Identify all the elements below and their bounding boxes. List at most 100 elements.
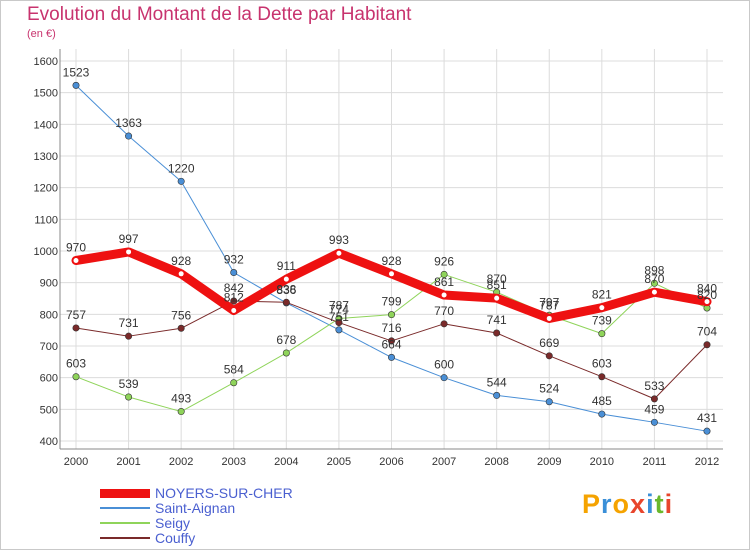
x-tick-label: 2001 — [116, 456, 140, 468]
proxiti-logo: Proxiti — [582, 489, 673, 520]
data-label: 787 — [539, 298, 559, 312]
legend-label: Saint-Aignan — [155, 500, 236, 516]
data-point — [177, 177, 185, 185]
chart-title: Evolution du Montant de la Dette par Hab… — [27, 4, 412, 25]
x-tick-label: 2005 — [327, 456, 351, 468]
data-point — [335, 326, 343, 334]
data-label: 993 — [329, 233, 349, 247]
data-point — [231, 308, 237, 314]
data-point — [703, 341, 711, 349]
y-tick-label: 900 — [40, 278, 58, 290]
legend-item: Seigy — [100, 515, 360, 531]
data-point — [440, 270, 448, 278]
data-point — [282, 349, 290, 357]
x-tick-label: 2011 — [643, 456, 667, 468]
data-point — [72, 324, 80, 332]
y-tick-label: 1000 — [34, 246, 58, 258]
data-label: 731 — [119, 316, 139, 330]
legend-swatch — [100, 488, 150, 498]
data-point — [230, 297, 238, 305]
data-point — [703, 427, 711, 435]
x-tick-label: 2003 — [222, 456, 246, 468]
y-tick-label: 1600 — [34, 56, 58, 68]
data-label: 870 — [644, 272, 664, 286]
data-label: 431 — [697, 411, 717, 425]
logo-letter: i — [664, 489, 674, 519]
data-point — [126, 249, 132, 255]
data-point — [651, 289, 657, 295]
logo-letter: o — [612, 489, 631, 519]
data-label: 751 — [329, 310, 349, 324]
x-tick-label: 2004 — [274, 456, 298, 468]
data-point — [441, 292, 447, 298]
y-tick-label: 1500 — [34, 88, 58, 100]
data-point — [598, 330, 606, 338]
data-point — [336, 250, 342, 256]
data-point — [704, 299, 710, 305]
data-label: 716 — [381, 321, 401, 335]
data-label: 770 — [434, 304, 454, 318]
legend-label: NOYERS-SUR-CHER — [155, 485, 293, 501]
data-label: 584 — [224, 363, 244, 377]
y-tick-label: 600 — [40, 373, 58, 385]
data-label: 1363 — [115, 116, 142, 130]
logo-letter: r — [601, 489, 613, 519]
data-label: 485 — [592, 394, 612, 408]
chart-subtitle: (en €) — [27, 28, 56, 40]
data-point — [230, 269, 238, 277]
data-point — [598, 373, 606, 381]
data-label: 603 — [66, 357, 86, 371]
data-point — [178, 271, 184, 277]
data-label: 544 — [487, 375, 507, 389]
data-point — [440, 320, 448, 328]
data-label: 928 — [381, 254, 401, 268]
y-tick-label: 700 — [40, 341, 58, 353]
data-label: 1220 — [168, 161, 195, 175]
data-label: 797 — [539, 295, 559, 309]
x-tick-label: 2002 — [169, 456, 193, 468]
data-point — [125, 132, 133, 140]
data-label: 664 — [381, 337, 401, 351]
x-tick-label: 2008 — [484, 456, 508, 468]
data-label: 603 — [592, 357, 612, 371]
data-label: 821 — [592, 288, 612, 302]
data-point — [598, 410, 606, 418]
logo-letter: x — [630, 489, 647, 519]
data-label: 799 — [381, 295, 401, 309]
data-label: 838 — [276, 282, 296, 296]
data-point — [125, 332, 133, 340]
y-tick-label: 1100 — [34, 214, 58, 226]
data-point — [387, 337, 395, 345]
legend-item: NOYERS-SUR-CHER — [100, 485, 360, 501]
data-label: 836 — [276, 283, 296, 297]
data-label: 669 — [539, 336, 559, 350]
data-point — [599, 305, 605, 311]
legend: NOYERS-SUR-CHER Saint-Aignan Seigy Couffy — [100, 485, 360, 546]
data-label: 741 — [487, 313, 507, 327]
data-label: 861 — [434, 275, 454, 289]
x-tick-label: 2006 — [379, 456, 403, 468]
logo-letter: i — [646, 489, 655, 519]
data-label: 756 — [171, 308, 191, 322]
data-point — [545, 398, 553, 406]
data-label: 842 — [224, 281, 244, 295]
x-tick-label: 2012 — [695, 456, 719, 468]
data-label: 600 — [434, 358, 454, 372]
data-point — [389, 271, 394, 277]
data-label: 932 — [224, 253, 244, 267]
x-tick-label: 2000 — [64, 456, 88, 468]
x-tick-label: 2010 — [590, 456, 614, 468]
logo-letter: P — [582, 489, 602, 519]
data-point — [72, 373, 80, 381]
data-point — [73, 258, 79, 263]
data-point — [494, 295, 500, 301]
data-label: 970 — [66, 241, 86, 255]
data-point — [387, 353, 395, 361]
legend-swatch — [100, 507, 150, 509]
data-point — [125, 393, 133, 401]
data-point — [545, 352, 553, 360]
data-point — [493, 329, 501, 337]
legend-swatch — [100, 522, 150, 524]
data-point — [546, 315, 552, 321]
